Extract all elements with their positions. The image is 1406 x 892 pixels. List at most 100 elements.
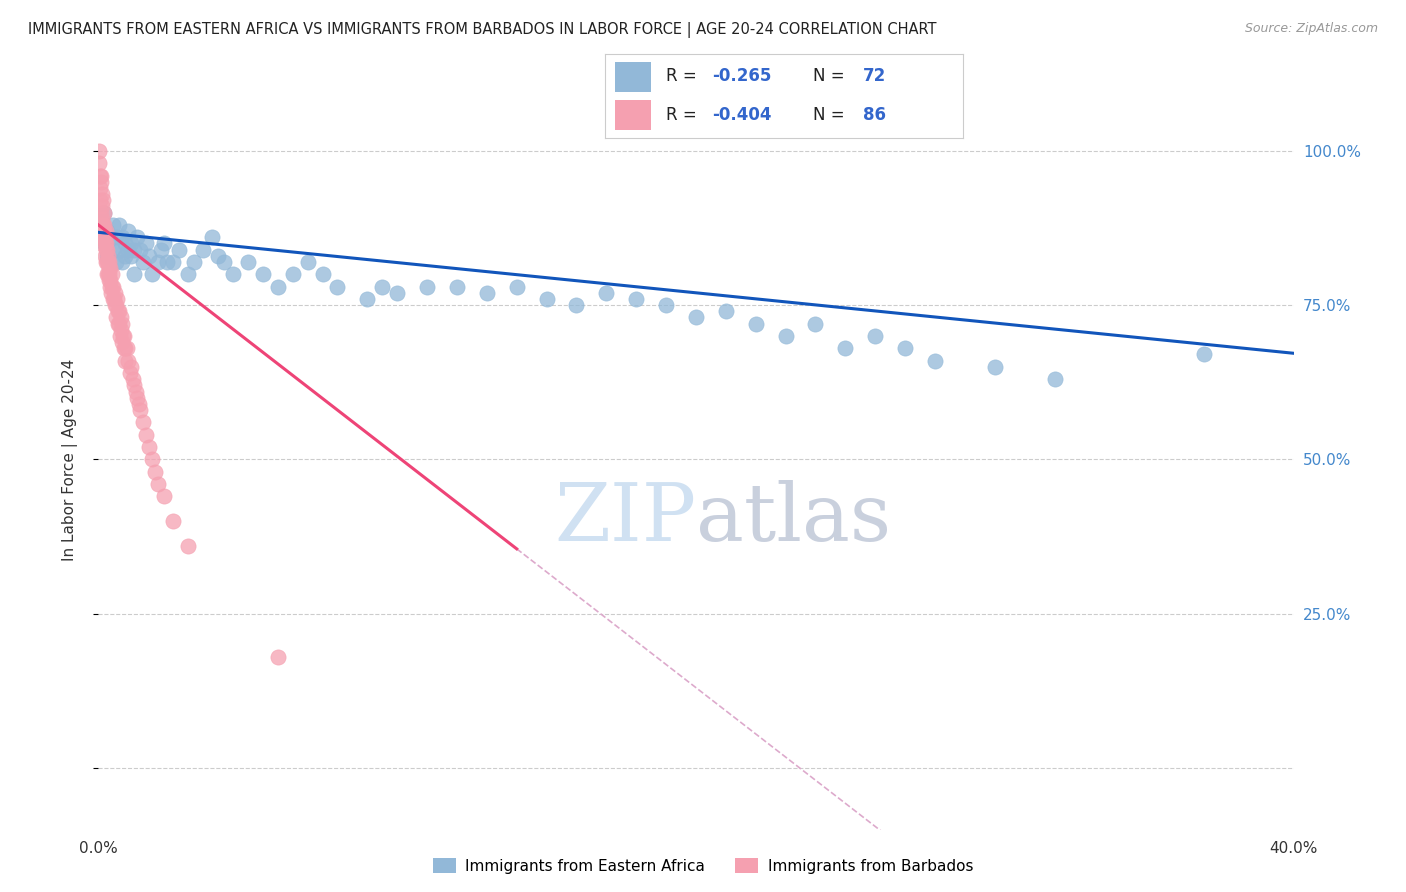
Point xyxy=(93,230,115,244)
Text: 72: 72 xyxy=(863,68,886,86)
Point xyxy=(775,329,797,343)
Point xyxy=(311,268,333,282)
Point xyxy=(177,539,200,553)
Point xyxy=(127,391,149,405)
Y-axis label: In Labor Force | Age 20-24: In Labor Force | Age 20-24 xyxy=(62,359,77,560)
Point xyxy=(834,342,856,356)
Point xyxy=(141,452,163,467)
Point xyxy=(96,224,118,238)
Point xyxy=(121,372,143,386)
Point xyxy=(105,255,128,269)
Point xyxy=(90,218,112,232)
Point xyxy=(117,224,139,238)
Point xyxy=(120,359,142,374)
Point xyxy=(90,218,112,232)
Text: -0.265: -0.265 xyxy=(713,68,772,86)
Point xyxy=(118,366,141,380)
Point xyxy=(111,317,134,331)
Point xyxy=(105,230,128,244)
Text: N =: N = xyxy=(813,105,849,123)
Point xyxy=(385,285,409,300)
Point xyxy=(96,236,118,251)
Point xyxy=(107,304,129,318)
Point xyxy=(114,353,136,368)
Point xyxy=(125,384,148,399)
Point xyxy=(93,236,115,251)
Point xyxy=(91,218,114,232)
FancyBboxPatch shape xyxy=(616,100,651,130)
Point xyxy=(156,255,179,269)
Point xyxy=(297,255,319,269)
Point xyxy=(162,255,184,269)
Point xyxy=(90,175,112,189)
Point xyxy=(135,236,157,251)
Point xyxy=(101,279,124,293)
Text: 86: 86 xyxy=(863,105,886,123)
Point xyxy=(100,285,122,300)
Point xyxy=(124,268,146,282)
Point xyxy=(94,236,117,251)
Point xyxy=(162,514,184,528)
Point xyxy=(115,342,138,356)
Point xyxy=(103,218,125,232)
Point xyxy=(98,261,121,276)
Point xyxy=(326,279,349,293)
Point xyxy=(100,268,122,282)
Point xyxy=(112,342,135,356)
Text: R =: R = xyxy=(665,68,702,86)
Point xyxy=(108,317,131,331)
Point xyxy=(267,279,290,293)
Point xyxy=(111,329,134,343)
Point xyxy=(112,329,135,343)
Point xyxy=(565,298,588,312)
Point xyxy=(97,268,120,282)
Text: IMMIGRANTS FROM EASTERN AFRICA VS IMMIGRANTS FROM BARBADOS IN LABOR FORCE | AGE : IMMIGRANTS FROM EASTERN AFRICA VS IMMIGR… xyxy=(28,22,936,38)
Point xyxy=(129,403,152,417)
Point xyxy=(90,236,112,251)
Point xyxy=(93,218,115,232)
Point xyxy=(167,243,190,257)
Point xyxy=(356,292,378,306)
Text: N =: N = xyxy=(813,68,849,86)
Point xyxy=(96,255,118,269)
Point xyxy=(96,268,118,282)
Point xyxy=(183,255,205,269)
Point xyxy=(91,224,114,238)
FancyBboxPatch shape xyxy=(616,62,651,92)
Point xyxy=(714,304,737,318)
Point xyxy=(98,268,121,282)
Point xyxy=(446,279,468,293)
Point xyxy=(107,317,129,331)
Point xyxy=(93,205,115,219)
Point xyxy=(191,243,214,257)
Point xyxy=(924,353,946,368)
Point xyxy=(148,477,170,491)
Point xyxy=(110,323,132,337)
Point xyxy=(89,193,111,207)
Point xyxy=(865,329,887,343)
Legend: Immigrants from Eastern Africa, Immigrants from Barbados: Immigrants from Eastern Africa, Immigran… xyxy=(427,852,979,880)
Point xyxy=(141,268,163,282)
Point xyxy=(111,255,134,269)
Point xyxy=(101,292,124,306)
Point xyxy=(804,317,827,331)
Point xyxy=(177,268,200,282)
Point xyxy=(1192,347,1215,361)
Point xyxy=(91,199,114,213)
Point xyxy=(105,292,128,306)
Point xyxy=(97,273,120,287)
Point xyxy=(138,249,160,263)
Point xyxy=(108,329,131,343)
Point xyxy=(98,279,121,293)
Point xyxy=(97,249,120,263)
Point xyxy=(111,230,134,244)
Point xyxy=(207,249,229,263)
Point xyxy=(93,224,115,238)
Point xyxy=(894,342,917,356)
Point xyxy=(104,298,127,312)
Point xyxy=(103,243,125,257)
Point xyxy=(90,169,112,183)
Point xyxy=(124,378,146,392)
Point xyxy=(93,230,115,244)
Point xyxy=(135,427,157,442)
